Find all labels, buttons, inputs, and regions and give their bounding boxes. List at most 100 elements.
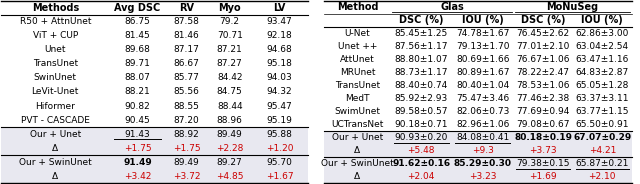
Text: 79.38±0.15: 79.38±0.15 (516, 159, 570, 168)
Text: +1.75: +1.75 (173, 144, 200, 153)
Text: 78.53±1.06: 78.53±1.06 (516, 81, 570, 90)
Text: 88.40±0.74: 88.40±0.74 (395, 81, 448, 90)
Text: 87.56±1.17: 87.56±1.17 (394, 42, 448, 51)
Text: 65.50±0.91: 65.50±0.91 (575, 120, 629, 129)
Text: 79.08±0.67: 79.08±0.67 (516, 120, 570, 129)
Text: +3.73: +3.73 (529, 146, 557, 155)
Text: 76.45±2.62: 76.45±2.62 (516, 29, 570, 38)
Text: 91.62±0.16: 91.62±0.16 (392, 159, 451, 168)
Text: TransUnet: TransUnet (335, 81, 380, 90)
Text: Glas: Glas (440, 2, 464, 12)
Text: +1.69: +1.69 (529, 172, 557, 181)
Text: 82.06±0.73: 82.06±0.73 (456, 107, 509, 116)
Text: 85.77: 85.77 (173, 73, 200, 82)
Text: 87.17: 87.17 (173, 45, 200, 54)
Text: 80.18±0.19: 80.18±0.19 (514, 133, 572, 142)
Text: 79.13±1.70: 79.13±1.70 (456, 42, 509, 51)
Text: 94.32: 94.32 (267, 88, 292, 96)
Text: 79.2: 79.2 (220, 17, 240, 26)
Text: 70.71: 70.71 (217, 31, 243, 40)
Text: 88.44: 88.44 (217, 102, 243, 111)
Text: 89.71: 89.71 (125, 59, 150, 68)
Text: 95.70: 95.70 (267, 158, 292, 167)
Text: PVT - CASCADE: PVT - CASCADE (21, 116, 90, 125)
Text: Δ: Δ (52, 172, 58, 181)
Text: 77.69±0.94: 77.69±0.94 (516, 107, 570, 116)
Text: 76.67±1.06: 76.67±1.06 (516, 55, 570, 64)
Bar (1, 155, 308, 169)
Text: +2.04: +2.04 (408, 172, 435, 181)
Text: 87.20: 87.20 (174, 116, 200, 125)
Text: Our + Unet: Our + Unet (332, 133, 383, 142)
Text: DSC (%): DSC (%) (399, 15, 444, 25)
Text: +5.48: +5.48 (408, 146, 435, 155)
Text: Method: Method (337, 2, 378, 12)
Text: +4.21: +4.21 (589, 146, 616, 155)
Text: 64.83±2.87: 64.83±2.87 (576, 68, 629, 77)
Text: 94.68: 94.68 (267, 45, 292, 54)
Text: +2.28: +2.28 (216, 144, 243, 153)
Text: 93.47: 93.47 (267, 17, 292, 26)
Text: Δ: Δ (355, 146, 360, 155)
Text: Avg DSC: Avg DSC (115, 3, 161, 13)
Text: SwimUnet: SwimUnet (335, 107, 380, 116)
Text: 90.45: 90.45 (125, 116, 150, 125)
Text: 88.21: 88.21 (125, 88, 150, 96)
Text: 80.69±1.66: 80.69±1.66 (456, 55, 509, 64)
Bar (324, 131, 632, 144)
Text: +1.20: +1.20 (266, 144, 293, 153)
Text: 90.93±0.20: 90.93±0.20 (394, 133, 448, 142)
Text: 63.37±3.11: 63.37±3.11 (575, 94, 629, 103)
Text: Our + SwinUnet: Our + SwinUnet (321, 159, 394, 168)
Text: 86.75: 86.75 (125, 17, 150, 26)
Text: 87.21: 87.21 (217, 45, 243, 54)
Text: 95.88: 95.88 (267, 130, 292, 139)
Text: 88.96: 88.96 (217, 116, 243, 125)
Text: 82.96±1.06: 82.96±1.06 (456, 120, 509, 129)
Text: ViT + CUP: ViT + CUP (33, 31, 78, 40)
Text: Unet ++: Unet ++ (338, 42, 377, 51)
Text: SwinUnet: SwinUnet (34, 73, 77, 82)
Text: +9.3: +9.3 (472, 146, 493, 155)
Text: Myo: Myo (218, 3, 241, 13)
Text: +1.67: +1.67 (266, 172, 294, 181)
Text: 85.92±2.93: 85.92±2.93 (395, 94, 448, 103)
Text: 95.18: 95.18 (267, 59, 292, 68)
Text: Unet: Unet (45, 45, 66, 54)
Text: 84.08±0.41: 84.08±0.41 (456, 133, 509, 142)
Text: 77.46±2.38: 77.46±2.38 (516, 94, 570, 103)
Bar (324, 144, 632, 157)
Text: 63.77±1.15: 63.77±1.15 (575, 107, 629, 116)
Text: U-Net: U-Net (344, 29, 371, 38)
Text: 75.47±3.46: 75.47±3.46 (456, 94, 509, 103)
Text: 88.80±1.07: 88.80±1.07 (394, 55, 448, 64)
Text: 88.07: 88.07 (125, 73, 150, 82)
Text: 85.45±1.25: 85.45±1.25 (395, 29, 448, 38)
Text: 88.73±1.17: 88.73±1.17 (394, 68, 448, 77)
Text: RV: RV (179, 3, 194, 13)
Text: +2.10: +2.10 (589, 172, 616, 181)
Text: 91.49: 91.49 (123, 158, 152, 167)
Text: Δ: Δ (355, 172, 360, 181)
Text: 85.29±0.30: 85.29±0.30 (454, 159, 512, 168)
Text: 89.58±0.57: 89.58±0.57 (394, 107, 448, 116)
Text: 77.01±2.10: 77.01±2.10 (516, 42, 570, 51)
Text: 84.42: 84.42 (217, 73, 243, 82)
Text: 80.40±1.04: 80.40±1.04 (456, 81, 509, 90)
Text: 95.47: 95.47 (267, 102, 292, 111)
Text: 89.68: 89.68 (125, 45, 150, 54)
Text: UCTransNet: UCTransNet (332, 120, 383, 129)
Text: Our + SwinUnet: Our + SwinUnet (19, 158, 92, 167)
Text: 89.49: 89.49 (174, 158, 200, 167)
Text: R50 + AttnUnet: R50 + AttnUnet (19, 17, 91, 26)
Text: TransUnet: TransUnet (33, 59, 78, 68)
Text: 92.18: 92.18 (267, 31, 292, 40)
Text: 62.86±3.00: 62.86±3.00 (575, 29, 629, 38)
Text: IOU (%): IOU (%) (581, 15, 623, 25)
Text: 81.46: 81.46 (174, 31, 200, 40)
Text: 95.19: 95.19 (267, 116, 292, 125)
Text: Methods: Methods (31, 3, 79, 13)
Text: 65.87±0.21: 65.87±0.21 (575, 159, 629, 168)
Text: 89.27: 89.27 (217, 158, 243, 167)
Text: 90.18±0.71: 90.18±0.71 (394, 120, 448, 129)
